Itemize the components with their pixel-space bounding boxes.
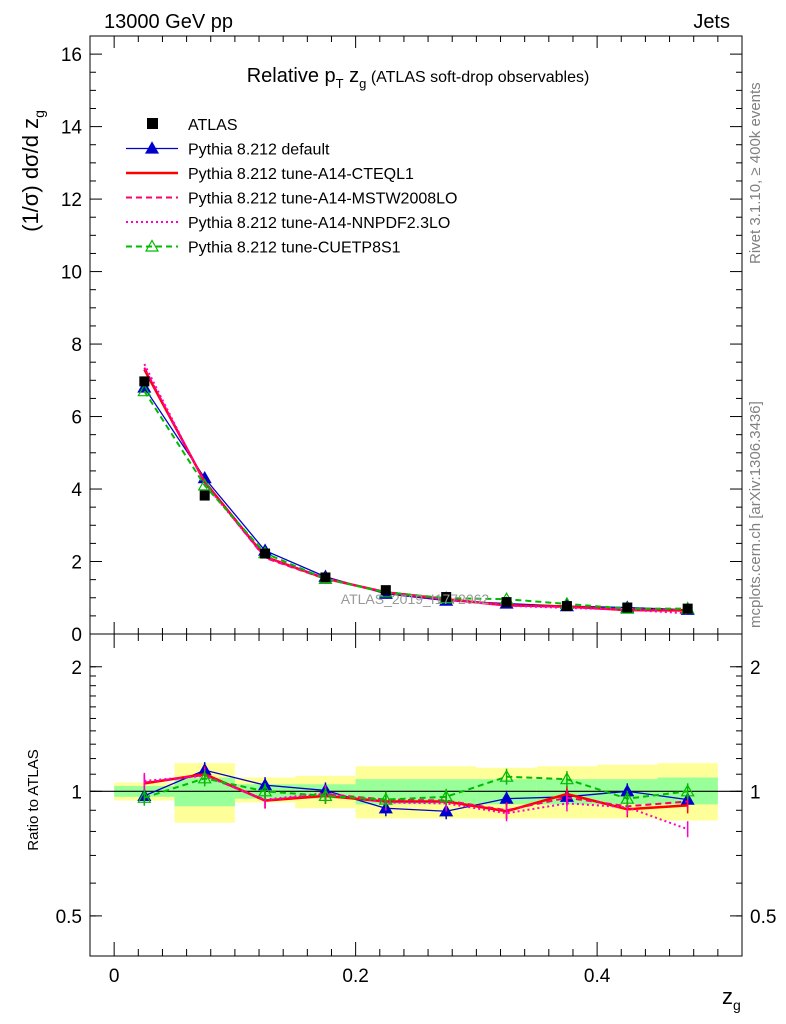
ratio-y-tick-label-right: 2 (750, 658, 761, 679)
ratio-series-marker-4 (620, 791, 635, 804)
ratio-series-line-0 (144, 769, 688, 812)
ratio-series-marker-4 (197, 771, 212, 784)
atlas-data-point (501, 597, 512, 608)
ratio-series-line-3 (144, 774, 689, 831)
main-panel: ATLAS_2019_I1772062 0 2 4 6 8 10 12 14 16 (1/σ) dσ… (18, 35, 743, 646)
x-axis-label: zg (722, 984, 741, 1013)
ratio-series-line-2 (144, 773, 688, 812)
main-series-line-1 (143, 387, 688, 611)
y-tick-label: 12 (61, 190, 82, 211)
ratio-frame (89, 633, 743, 957)
main-series-marker-5 (197, 478, 212, 491)
ratio-series-marker-4 (499, 769, 514, 782)
ratio-series-marker-4 (680, 784, 695, 797)
x-tick-label: 0.2 (342, 966, 368, 987)
x-tick-label: 0 (109, 966, 120, 987)
watermark-label: ATLAS_2019_I1772062 (341, 591, 490, 607)
ratio-y-axis-label: Ratio to ATLAS (25, 749, 42, 850)
ratio-panel: 0.5 0.5 1 1 2 2 0 0.2 0.4 Ratio to ATLAS zg (25, 633, 776, 1013)
atlas-data-point (199, 490, 210, 501)
ratio-series-line-4 (144, 775, 688, 801)
ratio-series-marker-4 (137, 790, 152, 803)
energy-label: 13000 GeV pp (104, 11, 233, 33)
atlas-data-point (139, 376, 150, 387)
legend-entry-label: Pythia 8.212 default (188, 142, 330, 159)
y-tick-label: 2 (71, 553, 82, 574)
atlas-data-point (380, 585, 391, 596)
main-series-line-4 (143, 363, 688, 615)
legend-entry-label: Pythia 8.212 tune-A14-NNPDF2.3LO (188, 215, 450, 232)
chart-title: Relative pT zg (ATLAS soft-drop observab… (247, 65, 590, 91)
main-series-line-3 (143, 367, 688, 612)
legend-entry-label: Pythia 8.212 tune-A14-CTEQL1 (188, 166, 414, 183)
x-tick-label: 0.4 (584, 966, 611, 987)
atlas-data-point (561, 601, 572, 612)
main-series-line-5 (143, 390, 688, 610)
y-tick-label: 16 (61, 45, 82, 66)
legend-entry-label: Pythia 8.212 tune-A14-MSTW2008LO (188, 191, 457, 208)
main-series-marker-5 (137, 383, 152, 397)
y-tick-label: 8 (71, 335, 82, 356)
ratio-y-tick-label: 2 (71, 658, 82, 679)
ratio-y-tick-label: 1 (71, 782, 82, 803)
atlas-data-point (320, 572, 331, 583)
ratio-y-tick-label: 0.5 (56, 907, 82, 928)
mcplots-label: mcplots.cern.ch [arXiv:1306.3436] (747, 401, 764, 628)
atlas-data-point (682, 603, 693, 614)
legend-marker-atlas (147, 118, 158, 129)
y-tick-label: 0 (71, 625, 82, 646)
ratio-series-marker-4 (318, 788, 333, 801)
ratio-y-tick-label-right: 1 (750, 782, 761, 803)
rivet-version-label: Rivet 3.1.10, ≥ 400k events (747, 82, 764, 264)
y-axis-label: (1/σ) dσ/d zg (18, 110, 47, 232)
y-tick-label: 6 (71, 408, 82, 429)
atlas-data-point (441, 592, 452, 603)
process-label: Jets (693, 11, 730, 33)
y-tick-label: 10 (61, 263, 82, 284)
ratio-series-marker-4 (439, 789, 454, 802)
atlas-data-point (622, 602, 633, 613)
ratio-series-marker-4 (378, 792, 393, 805)
y-tick-label: 4 (71, 480, 82, 501)
legend-marker-1 (144, 141, 160, 154)
y-tick-label: 14 (61, 118, 83, 139)
ratio-y-tick-label-right: 0.5 (750, 907, 776, 928)
legend-entry-label: ATLAS (188, 117, 238, 134)
main-series-line-2 (143, 368, 688, 612)
legend-marker-5 (144, 239, 160, 252)
legend: ATLAS Pythia 8.212 default Pythia 8.212 tu… (126, 117, 457, 257)
legend-entry-label: Pythia 8.212 tune-CUETP8S1 (188, 240, 401, 257)
ratio-series-marker-4 (258, 784, 273, 797)
atlas-data-point (260, 548, 271, 559)
ratio-series-marker-4 (559, 771, 574, 785)
